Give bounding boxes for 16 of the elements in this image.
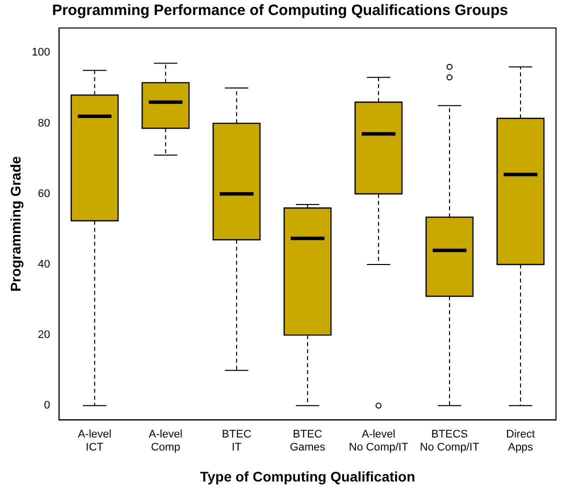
y-tick-label: 0 — [44, 400, 50, 412]
x-tick-label: A-level Comp — [148, 428, 182, 454]
y-axis-title: Programming Grade — [7, 156, 24, 292]
x-tick-label: A-level ICT — [78, 428, 112, 454]
y-tick-label: 20 — [38, 329, 50, 342]
x-axis-title: Type of Computing Qualification — [200, 468, 416, 484]
x-tick-label: BTECS No Comp/IT — [420, 428, 480, 454]
chart-title: Programming Performance of Computing Qualifications Groups — [52, 2, 508, 20]
x-tick-label: BTEC Games — [290, 428, 326, 454]
x-tick-label: A-level No Comp/IT — [348, 428, 408, 454]
y-tick-label: 40 — [38, 258, 50, 271]
y-tick-label: 80 — [38, 117, 50, 130]
y-tick-label: 60 — [38, 188, 50, 200]
x-tick-label: BTEC IT — [222, 428, 252, 454]
y-tick-label: 100 — [32, 46, 50, 59]
x-tick-label: Direct Apps — [506, 428, 535, 454]
